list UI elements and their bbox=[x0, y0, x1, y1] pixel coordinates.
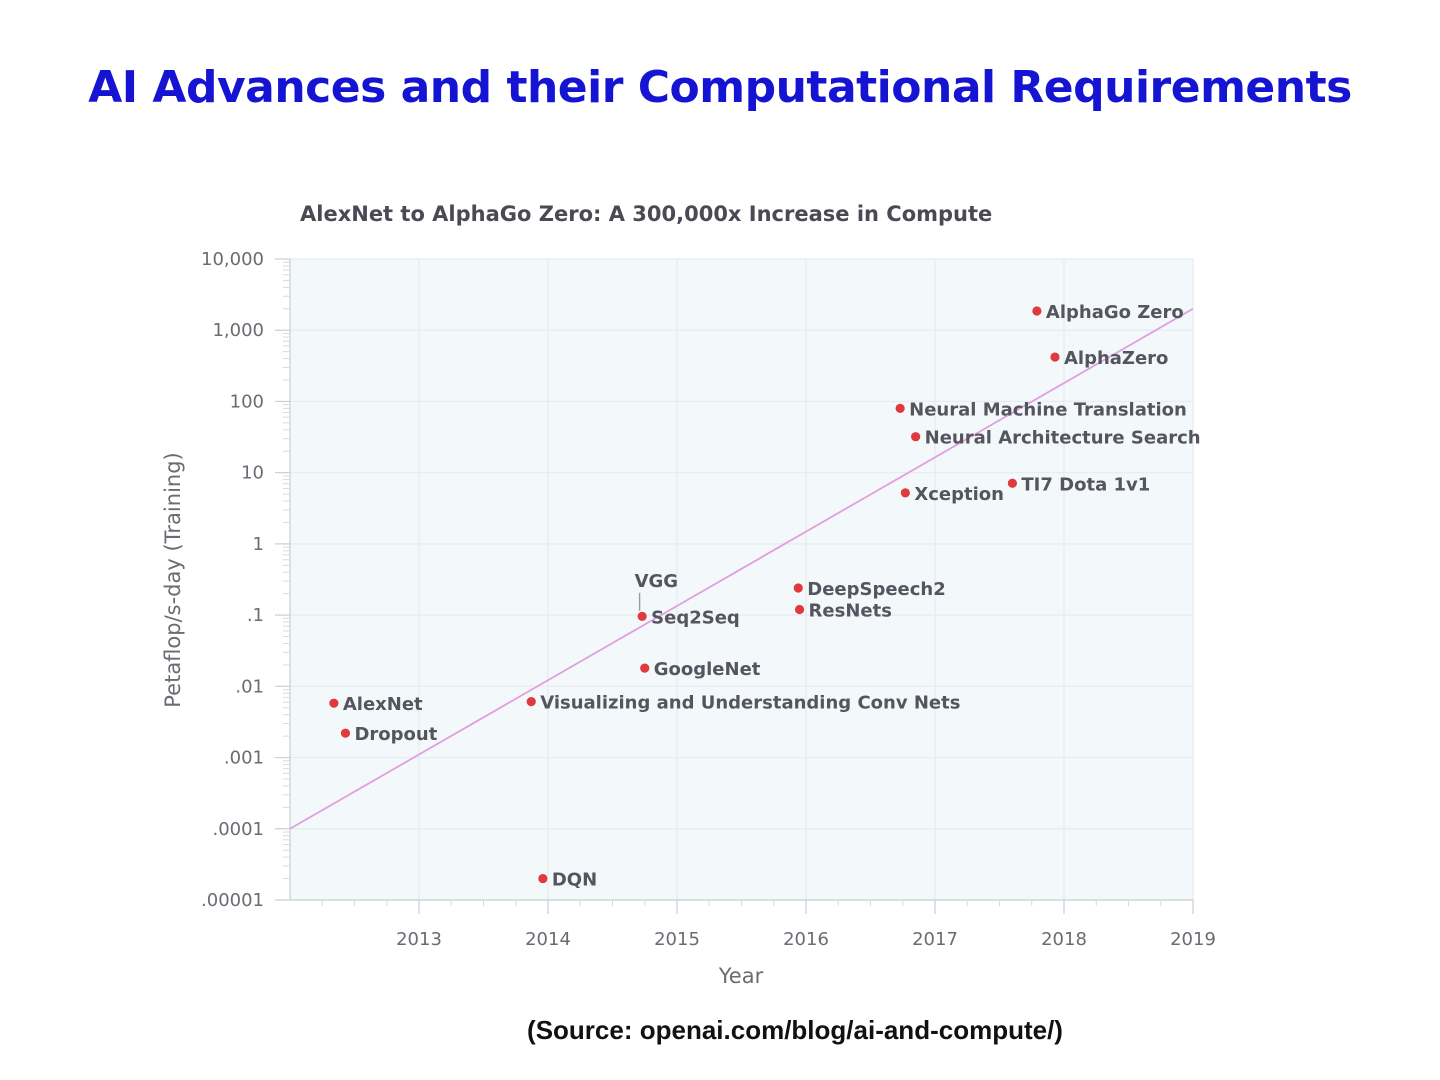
point-neural-machine-translation bbox=[895, 403, 905, 413]
source-note: (Source: openai.com/blog/ai-and-compute/… bbox=[527, 1015, 1063, 1045]
x-tick-label: 2015 bbox=[654, 929, 700, 950]
plot-background bbox=[290, 259, 1193, 900]
point-label-dqn: DQN bbox=[552, 870, 597, 891]
point-label-seq2seq: Seq2Seq bbox=[651, 607, 740, 628]
x-tick-label: 2019 bbox=[1170, 929, 1216, 950]
y-tick-label: 1,000 bbox=[212, 320, 264, 341]
point-ti7-dota-1v1 bbox=[1007, 478, 1018, 488]
point-resnets bbox=[794, 604, 805, 615]
x-tick-label: 2016 bbox=[783, 929, 829, 950]
y-tick-label: 10,000 bbox=[201, 249, 264, 270]
point-label-neural-machine-translation: Neural Machine Translation bbox=[909, 399, 1187, 420]
x-tick-label: 2013 bbox=[396, 929, 442, 950]
point-visualizing-and-understanding-conv-nets bbox=[526, 697, 536, 707]
y-tick-label: 100 bbox=[230, 391, 264, 412]
point-label-xception: Xception bbox=[914, 484, 1004, 505]
y-tick-label: 10 bbox=[241, 463, 264, 484]
y-tick-label: .0001 bbox=[212, 819, 264, 840]
point-alexnet bbox=[329, 698, 339, 708]
point-label-deepspeech2: DeepSpeech2 bbox=[807, 579, 946, 600]
y-axis-label: Petaflop/s-day (Training) bbox=[161, 452, 185, 708]
y-tick-label: .01 bbox=[235, 676, 264, 697]
point-label-dropout: Dropout bbox=[354, 724, 437, 745]
point-label-visualizing-and-understanding-conv-nets: Visualizing and Understanding Conv Nets bbox=[540, 693, 960, 714]
chart-title: AlexNet to AlphaGo Zero: A 300,000x Incr… bbox=[300, 202, 992, 226]
point-alphago-zero bbox=[1032, 306, 1042, 316]
point-googlenet bbox=[640, 663, 650, 673]
slide-title: AI Advances and their Computational Requ… bbox=[88, 62, 1352, 113]
x-tick-label: 2014 bbox=[525, 929, 571, 950]
x-tick-label: 2018 bbox=[1041, 929, 1087, 950]
point-label-alphago-zero: AlphaGo Zero bbox=[1046, 302, 1184, 323]
point-seq2seq bbox=[637, 611, 647, 621]
trend-line bbox=[289, 308, 1194, 830]
point-xception bbox=[900, 488, 910, 498]
point-dropout bbox=[340, 728, 351, 738]
y-tick-label: .00001 bbox=[201, 890, 264, 911]
point-label-vgg: VGG bbox=[635, 571, 678, 592]
point-dqn bbox=[538, 873, 548, 884]
point-label-googlenet: GoogleNet bbox=[654, 659, 761, 680]
plot-area: .00001 .0001 .001 .01 .1 1 10 100 1,000 10,000 201… bbox=[201, 249, 1216, 950]
point-label-ti7-dota-1v1: TI7 Dota 1v1 bbox=[1021, 474, 1150, 495]
point-deepspeech2 bbox=[793, 583, 803, 593]
point-label-alexnet: AlexNet bbox=[343, 694, 423, 715]
y-tick-label: .1 bbox=[247, 605, 264, 626]
point-label-neural-architecture-search: Neural Architecture Search bbox=[925, 428, 1201, 449]
point-neural-architecture-search bbox=[911, 432, 921, 442]
y-tick-label: .001 bbox=[224, 748, 264, 769]
y-tick-label: 1 bbox=[253, 534, 264, 555]
x-axis-label: Year bbox=[718, 964, 764, 988]
point-label-resnets: ResNets bbox=[809, 600, 892, 621]
point-alphazero bbox=[1050, 352, 1060, 362]
x-tick-label: 2017 bbox=[912, 929, 958, 950]
point-label-alphazero: AlphaZero bbox=[1064, 348, 1168, 369]
